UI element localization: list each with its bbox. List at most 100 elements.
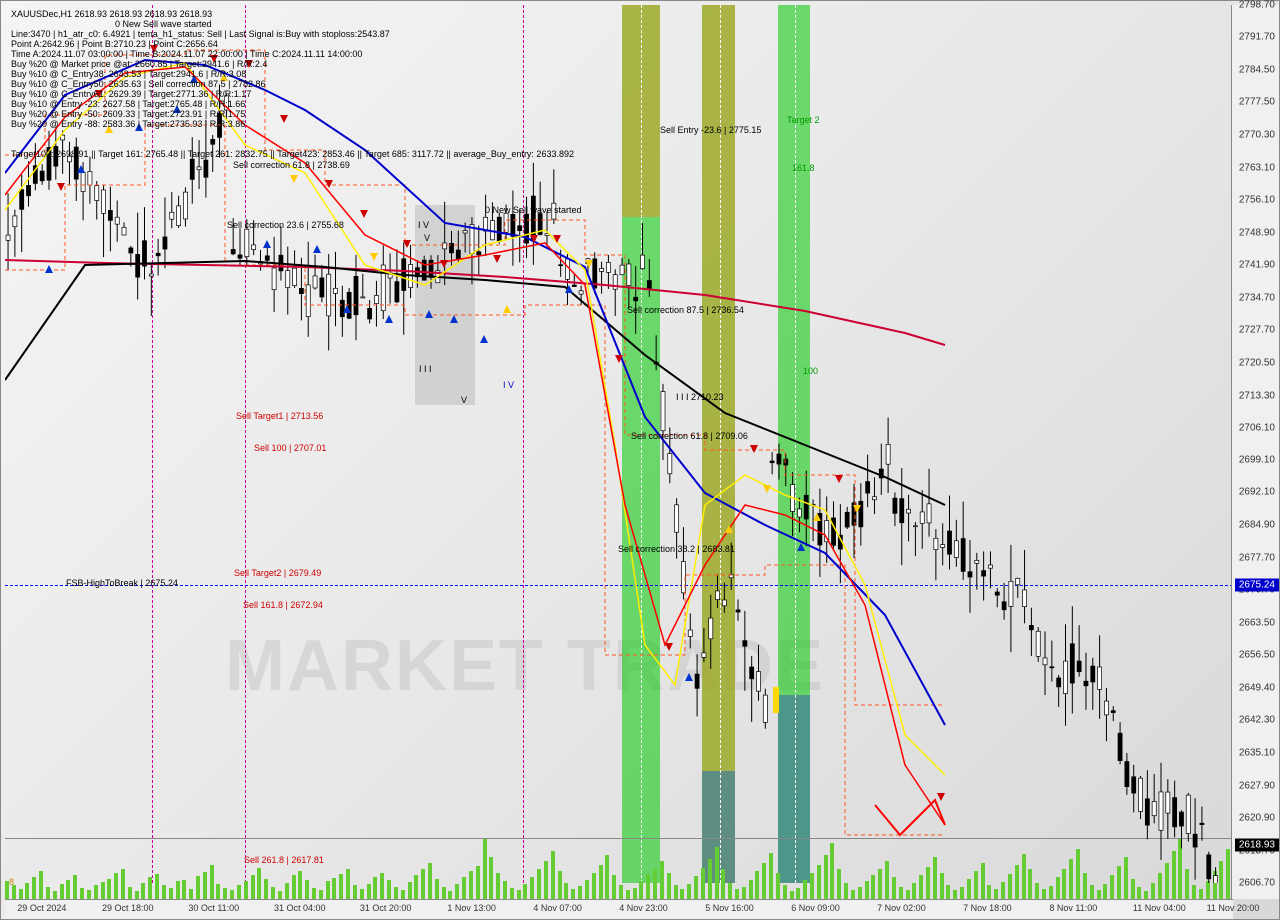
signal-arrow xyxy=(480,335,488,343)
volume-bar xyxy=(946,885,950,899)
volume-bar xyxy=(1151,883,1155,899)
x-tick: 11 Nov 04:00 xyxy=(1133,903,1186,913)
volume-bar xyxy=(612,875,616,899)
volume-bar xyxy=(796,888,800,899)
chart-annotation: Sell correction 38.2 | 2683.81 xyxy=(618,544,735,554)
volume-bar xyxy=(735,889,739,899)
volume-bar xyxy=(660,861,664,899)
volume-bar xyxy=(339,874,343,899)
signal-arrow xyxy=(835,475,843,483)
volume-bar xyxy=(537,869,541,899)
volume-bar xyxy=(810,873,814,899)
volume-bar xyxy=(564,883,568,899)
x-tick: 6 Nov 09:00 xyxy=(791,903,840,913)
volume-bar xyxy=(257,868,261,899)
y-tick: 2777.50 xyxy=(1239,96,1275,107)
x-tick: 31 Oct 04:00 xyxy=(274,903,326,913)
x-tick: 7 Nov 18:00 xyxy=(963,903,1012,913)
volume-bar xyxy=(128,887,132,899)
vertical-zone xyxy=(778,695,810,883)
volume-bar xyxy=(1042,889,1046,899)
chart-annotation: Sell correction 61.8 | 2738.69 xyxy=(233,160,350,170)
volume-bar xyxy=(544,861,548,899)
volume-bar xyxy=(551,851,555,899)
signal-arrow xyxy=(313,245,321,253)
vertical-zone xyxy=(702,5,735,883)
volume-bar xyxy=(121,869,125,899)
volume-bar xyxy=(421,869,425,899)
y-tick: 2642.30 xyxy=(1239,715,1275,726)
volume-bar xyxy=(694,876,698,899)
volume-bar xyxy=(462,877,466,899)
volume-bar xyxy=(912,883,916,899)
x-tick: 4 Nov 07:00 xyxy=(533,903,582,913)
volume-bar xyxy=(1056,877,1060,899)
volume-bar xyxy=(1069,859,1073,899)
volume-bar xyxy=(162,885,166,899)
y-tick: 2606.70 xyxy=(1239,878,1275,889)
volume-bar xyxy=(298,871,302,899)
y-tick: 2620.90 xyxy=(1239,813,1275,824)
y-tick: 2784.50 xyxy=(1239,64,1275,75)
x-tick: 11 Nov 20:00 xyxy=(1207,903,1260,913)
volume-bar xyxy=(639,881,643,899)
volume-bar xyxy=(715,847,719,899)
volume-bar xyxy=(1206,881,1210,899)
chart-annotation: I V xyxy=(503,380,514,390)
volume-bar xyxy=(1035,883,1039,899)
chart-annotation: Sell correction 61.8 | 2709.06 xyxy=(631,431,748,441)
price-tag: 2618.93 xyxy=(1235,839,1279,852)
volume-bar xyxy=(182,880,186,899)
volume-bar xyxy=(503,881,507,899)
volume-bar xyxy=(530,877,534,899)
chart-annotation: 161.8 xyxy=(792,163,815,173)
volume-bar xyxy=(285,883,289,899)
volume-bar xyxy=(981,863,985,899)
volume-bar xyxy=(817,865,821,899)
volume-bar xyxy=(571,889,575,899)
volume-bar xyxy=(783,885,787,899)
signal-arrow xyxy=(553,235,561,243)
volume-bar xyxy=(169,888,173,899)
vertical-line xyxy=(245,5,246,883)
volume-bar xyxy=(1076,849,1080,899)
volume-bar xyxy=(626,890,630,899)
x-tick: 7 Nov 02:00 xyxy=(877,903,926,913)
signal-arrow xyxy=(280,115,288,123)
volume-bar xyxy=(203,872,207,899)
volume-bar xyxy=(899,887,903,899)
volume-bar xyxy=(871,875,875,899)
volume-bar xyxy=(585,880,589,899)
info-line: Target100: 2698.91 || Target 161: 2765.4… xyxy=(11,149,574,159)
volume-bar xyxy=(1165,863,1169,899)
volume-bar xyxy=(708,859,712,899)
candlesticks xyxy=(5,5,1233,883)
y-tick: 2770.30 xyxy=(1239,129,1275,140)
vertical-line xyxy=(795,5,796,883)
x-tick: 8 Nov 11:00 xyxy=(1049,903,1097,913)
volume-bar xyxy=(1131,879,1135,899)
signal-arrow xyxy=(763,485,771,493)
signal-arrow xyxy=(813,513,821,521)
signal-arrow xyxy=(403,240,411,248)
volume-bar xyxy=(680,889,684,899)
volume-bar xyxy=(885,861,889,899)
signal-arrow xyxy=(263,240,271,248)
volume-bar xyxy=(523,884,527,899)
volume-bar xyxy=(619,885,623,899)
x-tick: 4 Nov 23:00 xyxy=(619,903,668,913)
volume-bar xyxy=(210,865,214,899)
volume-bar xyxy=(994,889,998,899)
x-tick: 29 Oct 18:00 xyxy=(102,903,154,913)
y-tick: 2706.10 xyxy=(1239,423,1275,434)
volume-bar xyxy=(926,867,930,899)
chart-annotation: Sell correction 87.5 | 2736.54 xyxy=(627,305,744,315)
volume-bar xyxy=(408,882,412,899)
volume-bar xyxy=(824,855,828,899)
volume-bar xyxy=(906,890,910,899)
y-tick: 2692.10 xyxy=(1239,487,1275,498)
volume-bar xyxy=(114,873,118,899)
plot-area[interactable]: MARKET TRADE XAUUSDec,H1 2618.93 2618.93… xyxy=(5,5,1233,899)
signal-arrow xyxy=(360,210,368,218)
volume-bar xyxy=(264,879,268,899)
